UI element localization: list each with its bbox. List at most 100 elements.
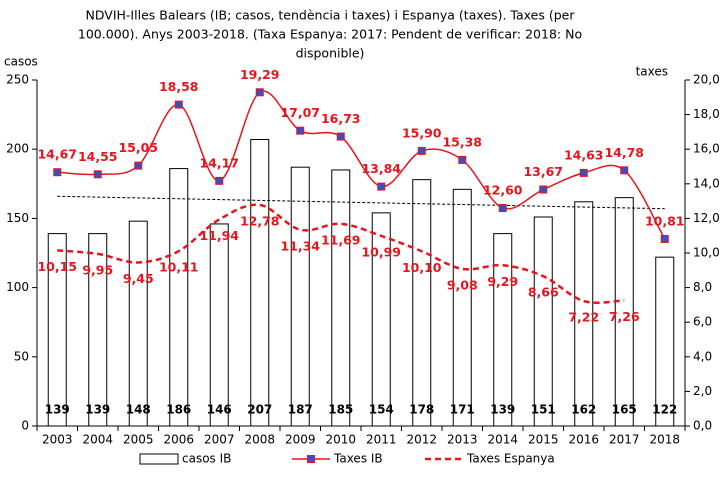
x-tick-label: 2005 (123, 433, 154, 447)
trendline (57, 195, 665, 210)
x-tick-label: 2017 (609, 433, 640, 447)
bar (655, 256, 675, 427)
data-label: 13,67 (523, 164, 563, 179)
data-label: 9,95 (82, 262, 113, 277)
y-tick-label: 0 (21, 419, 29, 433)
bar (250, 139, 270, 427)
marker (53, 168, 62, 177)
data-label: 16,73 (321, 111, 361, 126)
x-tick-label: 2012 (406, 433, 437, 447)
data-label: 9,45 (123, 271, 154, 286)
chart-title: 100.000). Anys 2003-2018. (Taxa Espanya:… (78, 27, 582, 42)
y-tick-label: 50 (14, 349, 29, 363)
marker (336, 132, 345, 141)
data-label: 10,81 (645, 213, 685, 228)
legend-label: casos IB (182, 452, 231, 466)
data-label: 15,05 (118, 140, 158, 155)
y-axis-label: casos (4, 55, 38, 69)
data-label: 10,15 (37, 259, 77, 274)
marker (458, 155, 467, 164)
line (57, 90, 666, 240)
data-label: 165 (612, 403, 637, 417)
marker (579, 168, 588, 177)
bar (533, 216, 553, 427)
data-label: 139 (45, 403, 70, 417)
x-tick-label: 2018 (649, 433, 680, 447)
data-label: 11,94 (199, 228, 239, 243)
marker (539, 185, 548, 194)
data-label: 11,69 (321, 232, 361, 247)
data-label: 8,66 (528, 285, 559, 300)
marker (255, 88, 264, 97)
y2-tick-label: 6,0 (693, 315, 712, 329)
data-label: 139 (85, 403, 110, 417)
data-label: 14,63 (564, 147, 604, 162)
data-label: 207 (247, 403, 272, 417)
marker (296, 126, 305, 135)
marker (498, 204, 507, 213)
y2-tick-label: 8,0 (693, 280, 712, 294)
y2-tick-label: 12,0 (693, 211, 720, 225)
data-label: 139 (490, 403, 515, 417)
y-tick-label: 200 (6, 142, 29, 156)
data-label: 7,22 (568, 310, 599, 325)
x-tick-label: 2014 (487, 433, 518, 447)
data-label: 13,84 (361, 161, 401, 176)
y-tick-label: 250 (6, 73, 29, 87)
bar (290, 166, 310, 427)
x-tick-label: 2008 (244, 433, 275, 447)
data-label: 15,38 (442, 134, 482, 149)
legend-marker (307, 455, 315, 463)
x-tick-label: 2007 (204, 433, 235, 447)
y2-tick-label: 0,0 (693, 419, 712, 433)
y2-tick-label: 4,0 (693, 349, 712, 363)
marker (93, 170, 102, 179)
marker (174, 100, 183, 109)
data-label: 14,78 (604, 145, 644, 160)
x-tick-label: 2013 (447, 433, 478, 447)
data-label: 10,99 (361, 244, 401, 259)
marker (377, 182, 386, 191)
chart-title: NDVIH-Illes Balears (IB; casos, tendènci… (86, 8, 576, 23)
y2-tick-label: 16,0 (693, 142, 720, 156)
data-label: 148 (126, 403, 151, 417)
bar (128, 220, 148, 427)
data-label: 122 (652, 403, 677, 417)
data-label: 151 (531, 403, 556, 417)
marker (660, 234, 669, 243)
data-label: 9,29 (487, 274, 518, 289)
x-tick-label: 2006 (163, 433, 194, 447)
y2-tick-label: 2,0 (693, 384, 712, 398)
marker (620, 166, 629, 175)
data-label: 162 (571, 403, 596, 417)
data-label: 187 (288, 403, 313, 417)
x-tick-label: 2009 (285, 433, 316, 447)
data-label: 14,67 (37, 147, 77, 162)
data-label: 19,29 (240, 67, 280, 82)
x-tick-label: 2015 (528, 433, 559, 447)
bar (169, 168, 189, 427)
y2-tick-label: 18,0 (693, 107, 720, 121)
chart-title: disponible) (296, 46, 365, 61)
data-label: 146 (207, 403, 232, 417)
x-tick-label: 2011 (366, 433, 397, 447)
bar (209, 223, 229, 427)
data-label: 10,11 (159, 260, 199, 275)
marker (417, 146, 426, 155)
data-label: 12,78 (240, 213, 280, 228)
legend-swatch (139, 453, 179, 465)
marker (134, 161, 143, 170)
data-label: 14,17 (199, 155, 239, 170)
data-label: 11,34 (280, 238, 320, 253)
y-tick-label: 150 (6, 211, 29, 225)
y2-tick-label: 20,0 (693, 73, 720, 87)
data-label: 18,58 (159, 79, 199, 94)
marker (215, 176, 224, 185)
bar (412, 179, 432, 427)
data-label: 9,08 (447, 277, 478, 292)
data-label: 154 (369, 403, 394, 417)
y2-axis-label: taxes (636, 65, 668, 79)
y2-tick-label: 14,0 (693, 176, 720, 190)
data-label: 186 (166, 403, 191, 417)
